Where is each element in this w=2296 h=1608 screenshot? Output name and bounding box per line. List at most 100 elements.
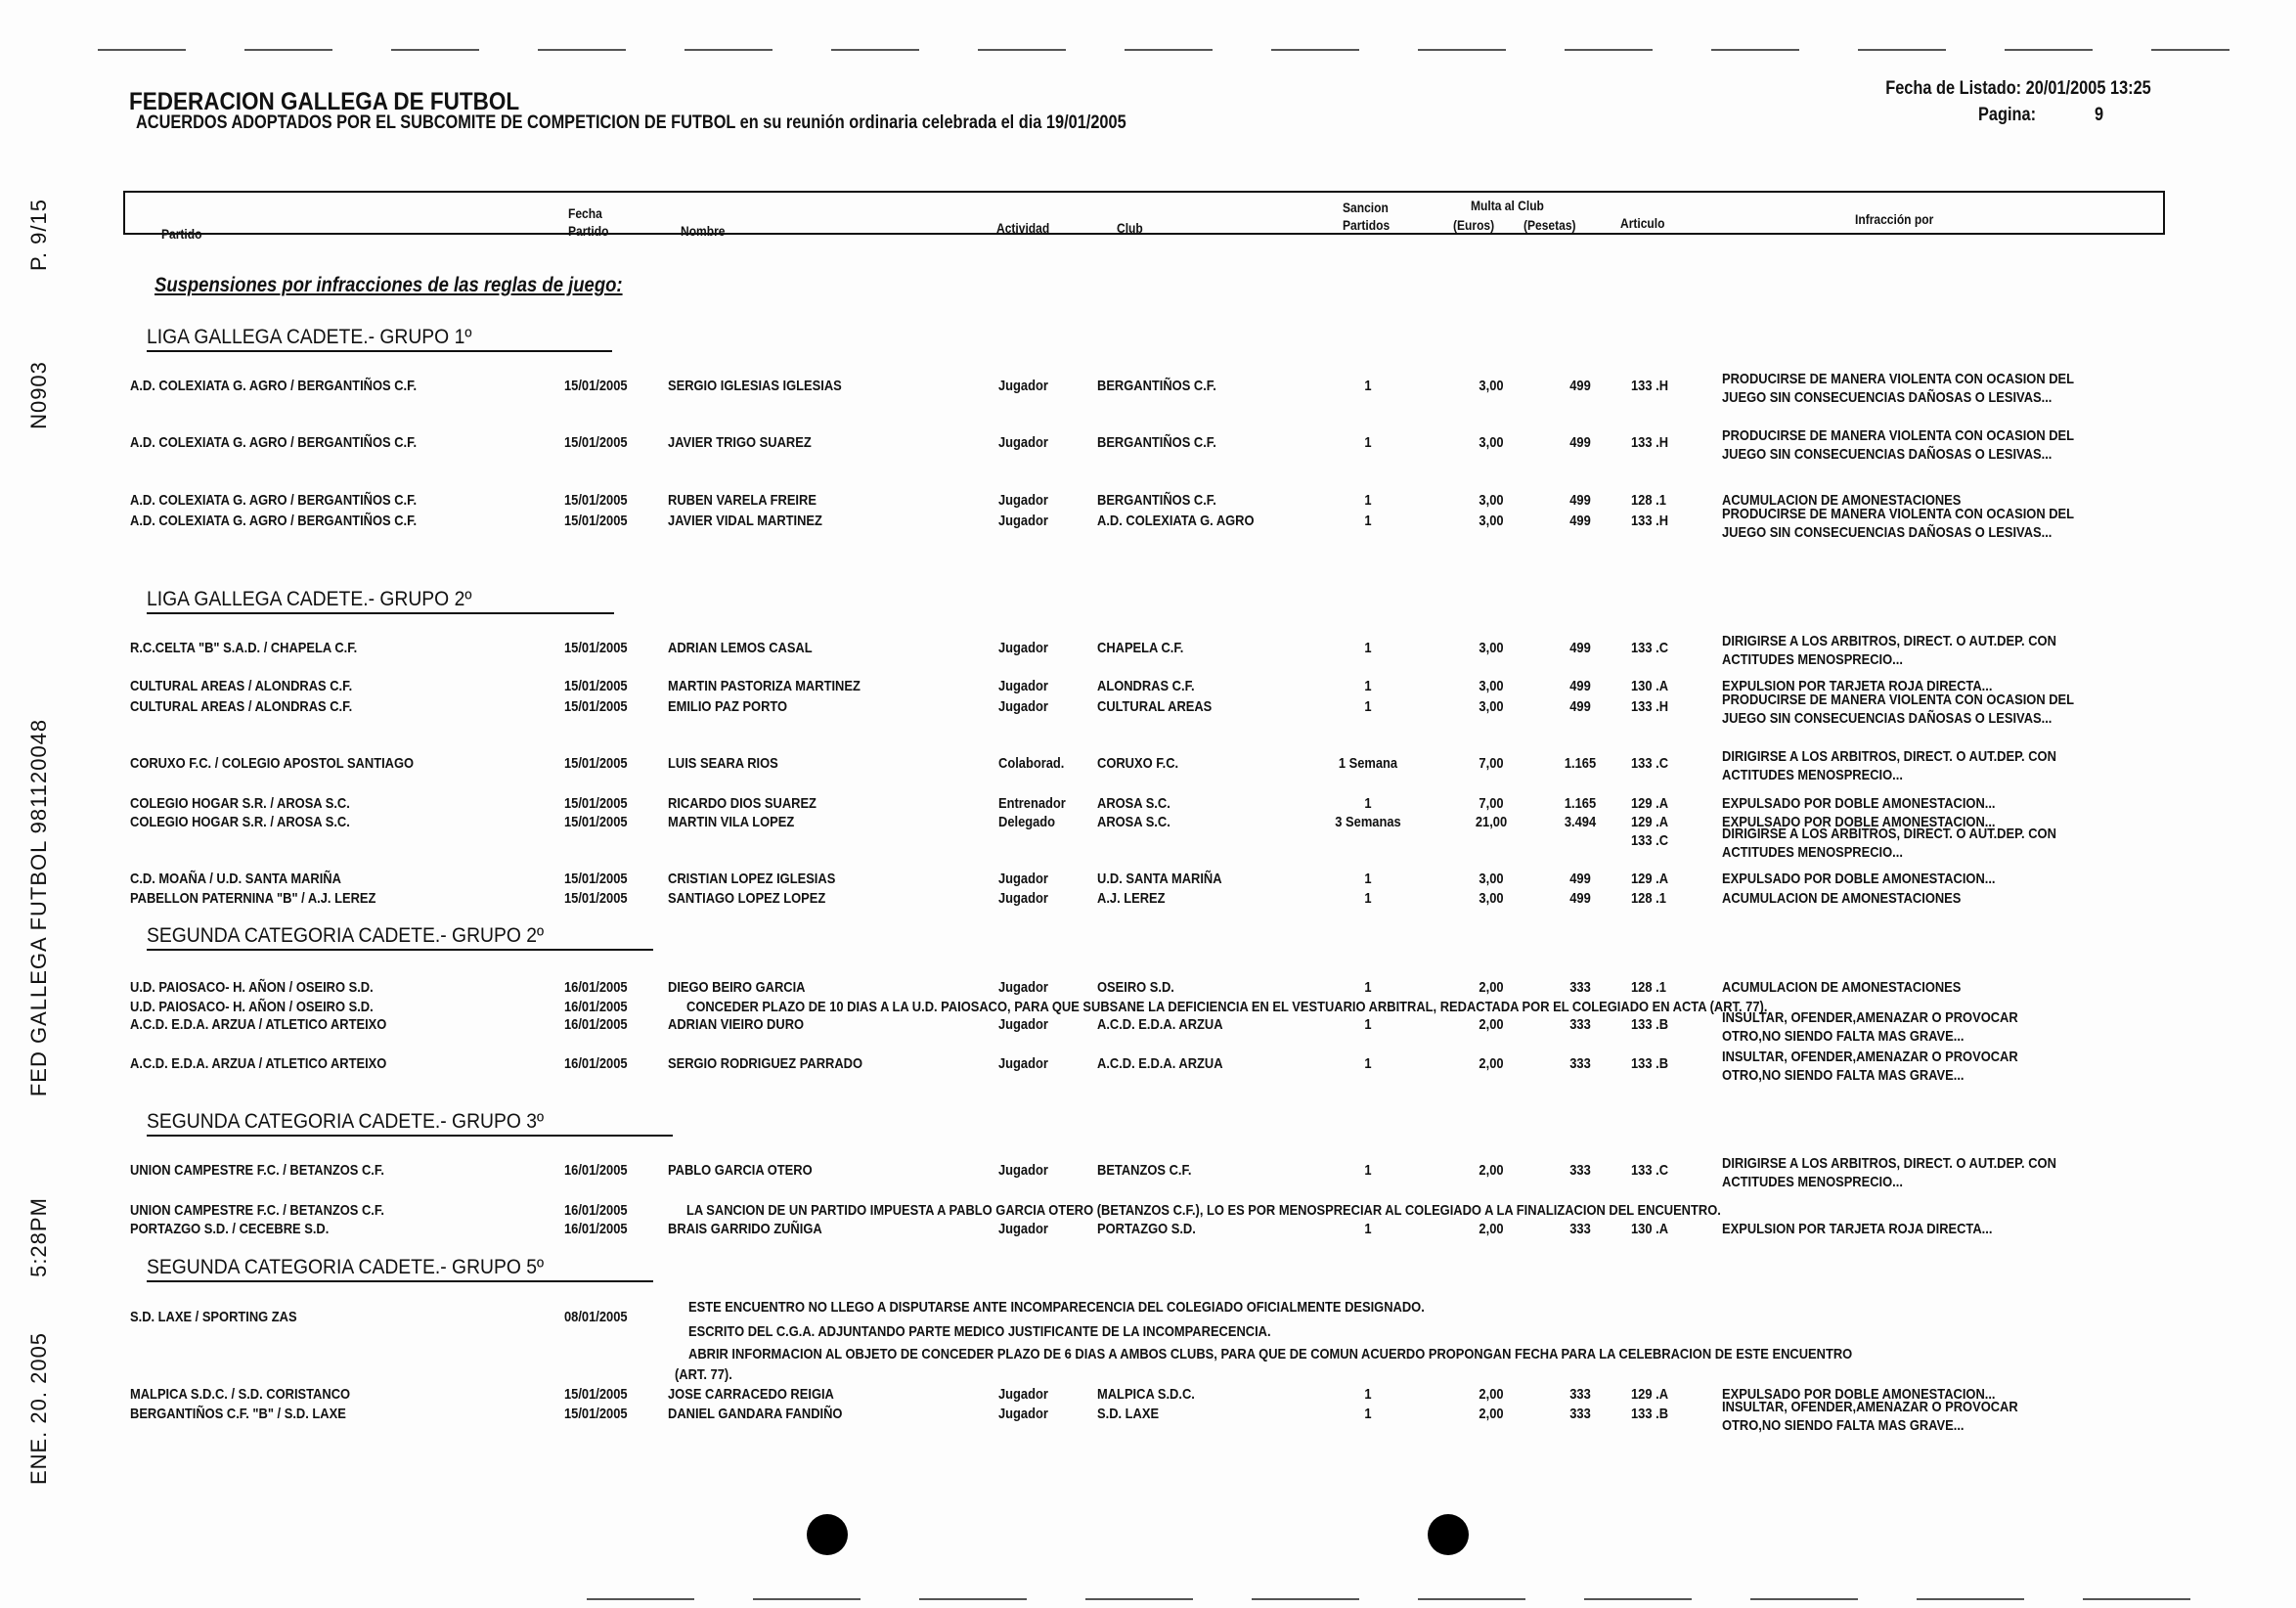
cell-club: A.D. COLEXIATA G. AGRO	[1097, 513, 1255, 529]
cell-nombre: LUIS SEARA RIOS	[668, 755, 778, 772]
cell-actividad: Jugador	[998, 378, 1048, 394]
cell-partido: PORTAZGO S.D. / CECEBRE S.D.	[130, 1221, 330, 1237]
cell-fecha: 15/01/2005	[564, 1406, 628, 1422]
cell-club: A.C.D. E.D.A. ARZUA	[1097, 1016, 1223, 1033]
cell-club: BERGANTIÑOS C.F.	[1097, 434, 1216, 451]
cell-partido: UNION CAMPESTRE F.C. / BETANZOS C.F.	[130, 1162, 384, 1179]
cell-infraccion: EXPULSION POR TARJETA ROJA DIRECTA...	[1722, 1221, 1993, 1237]
cell-fecha: 15/01/2005	[564, 513, 628, 529]
cell-infraccion: INSULTAR, OFENDER,AMENAZAR O PROVOCAR	[1722, 1009, 2018, 1026]
cell-partido: R.C.CELTA "B" S.A.D. / CHAPELA C.F.	[130, 640, 358, 656]
column-header-box	[123, 191, 2165, 235]
scan-edge-bottom	[587, 1598, 2249, 1600]
cell-sancion: 1	[1364, 1055, 1372, 1072]
cell-partido: CULTURAL AREAS / ALONDRAS C.F.	[130, 678, 353, 694]
cell-euros: 3,00	[1479, 678, 1504, 694]
page-label: Pagina:	[1978, 105, 2037, 125]
cell-actividad: Jugador	[998, 434, 1048, 451]
cell-club: BERGANTIÑOS C.F.	[1097, 378, 1216, 394]
cell-articulo: 133 .H	[1631, 434, 1669, 451]
cell-partido: U.D. PAIOSACO- H. AÑON / OSEIRO S.D.	[130, 999, 374, 1015]
cell-partido: CULTURAL AREAS / ALONDRAS C.F.	[130, 698, 353, 715]
cell-pesetas: 499	[1569, 378, 1591, 394]
cell-partido: A.C.D. E.D.A. ARZUA / ATLETICO ARTEIXO	[130, 1055, 387, 1072]
cell-partido: U.D. PAIOSACO- H. AÑON / OSEIRO S.D.	[130, 979, 374, 996]
cell-note: CONCEDER PLAZO DE 10 DIAS A LA U.D. PAIO…	[686, 999, 1768, 1015]
col-partido: Partido	[161, 226, 202, 242]
cell-sancion: 3 Semanas	[1335, 814, 1401, 830]
col-pesetas: (Pesetas)	[1523, 217, 1576, 233]
cell-pesetas: 1.165	[1564, 795, 1597, 812]
cell-club: OSEIRO S.D.	[1097, 979, 1174, 996]
cell-fecha: 15/01/2005	[564, 871, 628, 887]
cell-actividad: Jugador	[998, 1386, 1048, 1403]
cell-infraccion: EXPULSION POR TARJETA ROJA DIRECTA...	[1722, 678, 1993, 694]
cell-pesetas: 333	[1569, 1406, 1591, 1422]
cell-club: BERGANTIÑOS C.F.	[1097, 492, 1216, 509]
col-sancion: Sancion	[1343, 200, 1389, 215]
cell-pesetas: 333	[1569, 1162, 1591, 1179]
fax-page: P. 9/15	[26, 199, 51, 271]
cell-actividad: Delegado	[998, 814, 1056, 830]
cell-sancion: 1	[1364, 1162, 1372, 1179]
cell-pesetas: 333	[1569, 979, 1591, 996]
cell-infraccion: ACTITUDES MENOSPRECIO...	[1722, 1174, 1903, 1190]
cell-actividad: Jugador	[998, 1016, 1048, 1033]
cell-euros: 3,00	[1479, 640, 1504, 656]
col-actividad: Actividad	[996, 220, 1050, 236]
cell-fecha: 15/01/2005	[564, 755, 628, 772]
cell-sancion: 1	[1364, 513, 1372, 529]
cell-infraccion: DIRIGIRSE A LOS ARBITROS, DIRECT. O AUT.…	[1722, 748, 2056, 765]
punch-hole	[807, 1514, 848, 1555]
cell-fecha: 15/01/2005	[564, 678, 628, 694]
cell-fecha: 16/01/2005	[564, 979, 628, 996]
group-underline	[147, 1280, 653, 1282]
cell-nombre: MARTIN VILA LOPEZ	[668, 814, 795, 830]
cell-partido: COLEGIO HOGAR S.R. / AROSA S.C.	[130, 795, 350, 812]
cell-infraccion: EXPULSADO POR DOBLE AMONESTACION...	[1722, 795, 1996, 812]
cell-infraccion: PRODUCIRSE DE MANERA VIOLENTA CON OCASIO…	[1722, 692, 2075, 708]
cell-sancion: 1	[1364, 1221, 1372, 1237]
cell-fecha: 16/01/2005	[564, 1202, 628, 1219]
cell-infraccion: INSULTAR, OFENDER,AMENAZAR O PROVOCAR	[1722, 1049, 2018, 1065]
cell-club: AROSA S.C.	[1097, 795, 1170, 812]
cell-partido: A.D. COLEXIATA G. AGRO / BERGANTIÑOS C.F…	[130, 513, 418, 529]
cell-actividad: Jugador	[998, 698, 1048, 715]
fax-number: N0903	[26, 361, 51, 429]
cell-partido: UNION CAMPESTRE F.C. / BETANZOS C.F.	[130, 1202, 384, 1219]
cell-infraccion: ACTITUDES MENOSPRECIO...	[1722, 767, 1903, 783]
cell-nombre: BRAIS GARRIDO ZUÑIGA	[668, 1221, 822, 1237]
cell-euros: 7,00	[1479, 795, 1504, 812]
cell-infraccion: JUEGO SIN CONSECUENCIAS DAÑOSAS O LESIVA…	[1722, 710, 2053, 727]
cell-pesetas: 1.165	[1564, 755, 1597, 772]
cell-nombre: JOSE CARRACEDO REIGIA	[668, 1386, 834, 1403]
cell-partido: A.D. COLEXIATA G. AGRO / BERGANTIÑOS C.F…	[130, 378, 418, 394]
cell-fecha: 16/01/2005	[564, 999, 628, 1015]
cell-euros: 2,00	[1479, 1055, 1504, 1072]
cell-euros: 3,00	[1479, 890, 1504, 907]
cell-pesetas: 499	[1569, 492, 1591, 509]
cell-note: ABRIR INFORMACION AL OBJETO DE CONCEDER …	[688, 1346, 1853, 1362]
cell-nombre: JAVIER VIDAL MARTINEZ	[668, 513, 822, 529]
cell-fecha: 15/01/2005	[564, 1386, 628, 1403]
cell-infraccion: EXPULSADO POR DOBLE AMONESTACION...	[1722, 814, 1996, 830]
cell-sancion: 1	[1364, 1016, 1372, 1033]
cell-fecha: 15/01/2005	[564, 640, 628, 656]
cell-actividad: Jugador	[998, 640, 1048, 656]
col-fecha: Fecha	[568, 205, 602, 221]
cell-club: MALPICA S.D.C.	[1097, 1386, 1195, 1403]
cell-infraccion: JUEGO SIN CONSECUENCIAS DAÑOSAS O LESIVA…	[1722, 389, 2053, 406]
group-heading: SEGUNDA CATEGORIA CADETE.- GRUPO 5º	[147, 1256, 545, 1278]
cell-infraccion: ACUMULACION DE AMONESTACIONES	[1722, 979, 1962, 996]
cell-euros: 2,00	[1479, 1016, 1504, 1033]
cell-euros: 21,00	[1475, 814, 1508, 830]
cell-partido: A.D. COLEXIATA G. AGRO / BERGANTIÑOS C.F…	[130, 492, 418, 509]
col-club: Club	[1117, 220, 1143, 236]
cell-nombre: CRISTIAN LOPEZ IGLESIAS	[668, 871, 836, 887]
cell-pesetas: 499	[1569, 678, 1591, 694]
cell-fecha: 15/01/2005	[564, 698, 628, 715]
cell-pesetas: 333	[1569, 1055, 1591, 1072]
cell-sancion: 1	[1364, 1386, 1372, 1403]
cell-club: U.D. SANTA MARIÑA	[1097, 871, 1222, 887]
cell-infraccion: PRODUCIRSE DE MANERA VIOLENTA CON OCASIO…	[1722, 371, 2075, 387]
